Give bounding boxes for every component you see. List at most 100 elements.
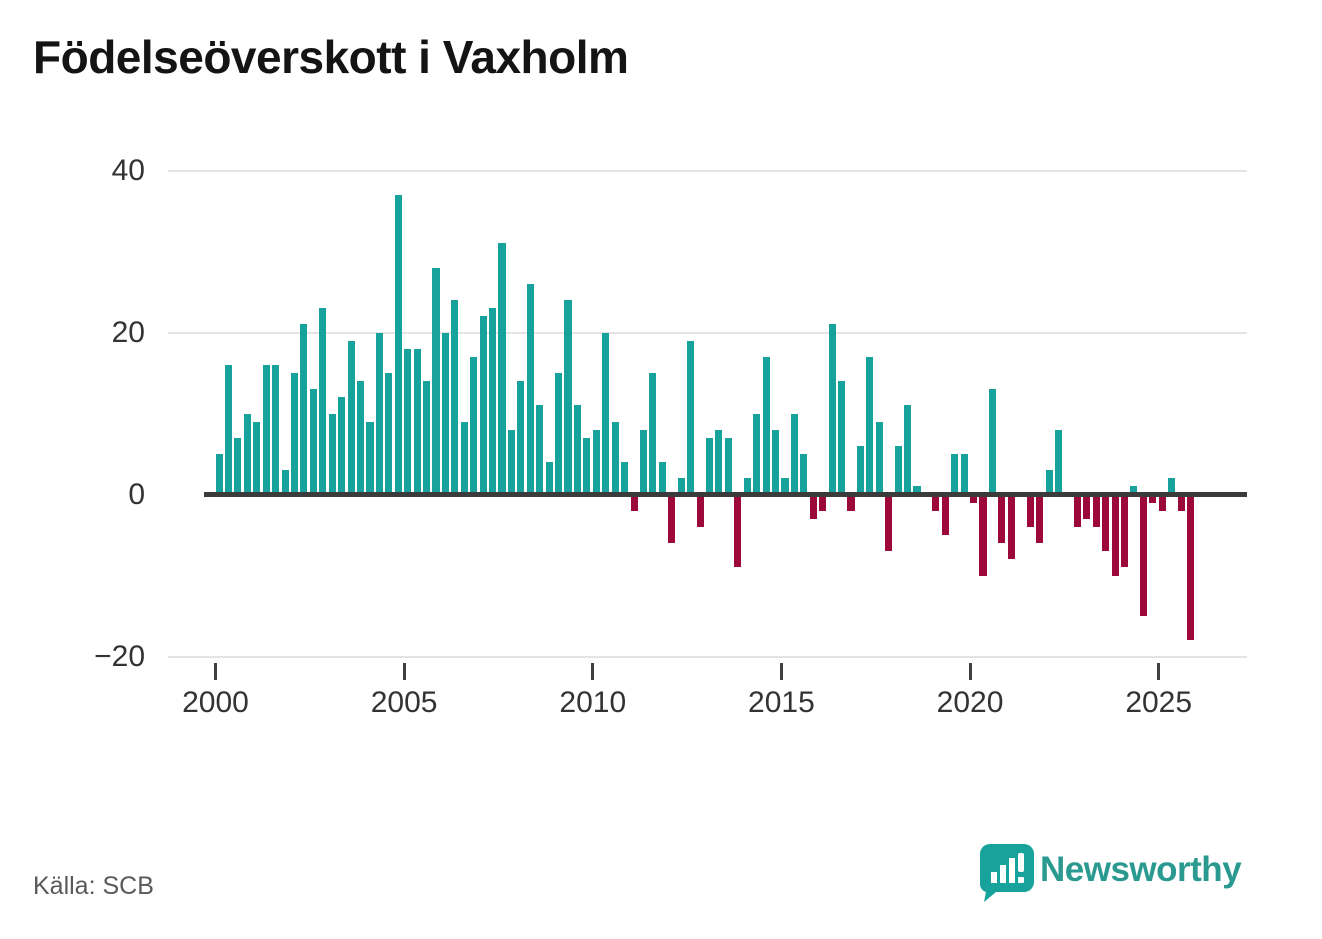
bar-2008-q1 — [517, 381, 525, 495]
bar-2016-q2 — [828, 324, 836, 495]
bar-2001-q2 — [262, 364, 270, 495]
bar-2013-q4 — [734, 494, 742, 568]
bar-2012-q4 — [696, 494, 704, 527]
bar-2012-q1 — [668, 494, 676, 544]
bar-2002-q1 — [290, 373, 299, 495]
bar-2014-q4 — [771, 429, 780, 495]
gridline-y20 — [168, 331, 1247, 334]
newsworthy-logo-text: Newsworthy — [1040, 850, 1242, 889]
bar-2003-q1 — [328, 413, 336, 495]
bar-2012-q2 — [677, 478, 685, 495]
bar-2015-q1 — [781, 478, 789, 495]
bar-2007-q3 — [498, 243, 506, 495]
bar-2005-q3 — [423, 381, 431, 495]
bar-2018-q3 — [913, 486, 921, 495]
bar-2008-q2 — [526, 283, 534, 495]
x-axis-tick-2000 — [214, 663, 217, 680]
bar-2009-q2 — [564, 300, 572, 495]
x-axis-label-2020: 2020 — [936, 686, 1004, 719]
bar-2005-q4 — [432, 267, 440, 495]
bar-2023-q4 — [1111, 494, 1119, 576]
bar-2024-q3 — [1139, 494, 1147, 616]
source-note: Källa: SCB — [33, 872, 154, 900]
bar-2017-q4 — [885, 494, 893, 552]
x-axis-label-2000: 2000 — [182, 686, 249, 719]
bar-2025-q2 — [1168, 478, 1176, 495]
bar-2020-q4 — [998, 494, 1006, 544]
bar-2010-q4 — [621, 462, 629, 495]
bar-2010-q1 — [592, 429, 600, 495]
x-axis-tick-2020 — [968, 663, 972, 680]
bar-2000-q4 — [243, 413, 251, 495]
x-axis-label-2015: 2015 — [748, 686, 815, 719]
bar-2019-q4 — [960, 454, 968, 495]
bar-2007-q4 — [507, 429, 515, 495]
gridline-y-20 — [168, 655, 1247, 658]
logo-exclamation-dot — [1018, 877, 1024, 883]
bar-2000-q1 — [215, 454, 223, 495]
bar-2006-q4 — [470, 356, 478, 495]
bar-2007-q2 — [489, 308, 497, 495]
bar-2009-q1 — [555, 373, 563, 495]
bar-2003-q4 — [356, 381, 365, 495]
bar-2018-q1 — [894, 445, 902, 495]
logo-exclamation-stem — [1018, 853, 1024, 872]
bar-2015-q3 — [800, 454, 808, 495]
bar-2006-q2 — [451, 300, 459, 495]
bar-2011-q4 — [658, 462, 666, 495]
bar-2009-q4 — [583, 437, 591, 495]
newsworthy-logo-icon — [979, 844, 1034, 902]
bar-2010-q2 — [602, 332, 610, 495]
bar-2004-q1 — [366, 421, 374, 495]
bar-2022-q2 — [1054, 429, 1063, 495]
bar-2017-q2 — [866, 356, 874, 495]
x-axis-label-2010: 2010 — [559, 686, 627, 719]
gridline-y40 — [168, 169, 1247, 172]
bar-2008-q4 — [545, 462, 553, 495]
newsworthy-logo: Newsworthy — [979, 844, 1300, 904]
x-axis-tick-2005 — [402, 663, 406, 680]
bar-2016-q4 — [847, 494, 855, 511]
bar-2023-q3 — [1102, 494, 1110, 552]
bar-2005-q1 — [404, 348, 412, 495]
bar-2017-q1 — [856, 445, 864, 495]
bar-2016-q3 — [838, 381, 846, 495]
bar-2014-q1 — [743, 478, 751, 495]
bar-2002-q3 — [309, 389, 317, 495]
bar-2000-q2 — [224, 364, 233, 495]
bar-2001-q4 — [281, 470, 289, 495]
chart-title: Födelseöverskott i Vaxholm — [33, 31, 629, 83]
y-axis-label-20: 20 — [111, 315, 145, 349]
bar-2020-q2 — [979, 494, 987, 576]
bar-2014-q3 — [762, 356, 770, 495]
x-axis-tick-2025 — [1157, 663, 1161, 680]
bar-2020-q3 — [988, 389, 996, 495]
bar-2003-q3 — [347, 340, 355, 495]
bar-2005-q2 — [413, 348, 421, 495]
bar-2003-q2 — [338, 397, 346, 495]
bar-2022-q4 — [1073, 494, 1081, 527]
bar-2011-q1 — [630, 494, 638, 511]
bar-2000-q3 — [234, 437, 242, 495]
bar-2011-q2 — [639, 429, 648, 495]
bar-2011-q3 — [649, 373, 657, 495]
bar-2020-q1 — [970, 494, 978, 503]
bar-2017-q3 — [875, 421, 883, 495]
x-axis-label-2025: 2025 — [1125, 686, 1193, 719]
bar-2019-q2 — [941, 494, 949, 535]
bar-2001-q3 — [272, 364, 280, 495]
y-axis-label--20: −20 — [94, 639, 145, 673]
bar-2004-q2 — [375, 332, 383, 495]
bar-2019-q1 — [932, 494, 940, 511]
logo-bar-3 — [1009, 858, 1015, 883]
bar-2021-q4 — [1036, 494, 1044, 544]
bar-2001-q1 — [253, 421, 261, 495]
bar-2025-q4 — [1187, 494, 1195, 641]
x-axis-zero-line — [204, 492, 1247, 497]
bar-2022-q1 — [1045, 470, 1053, 495]
y-axis-label-40: 40 — [111, 153, 145, 187]
bar-2014-q2 — [753, 413, 761, 495]
bar-2025-q1 — [1158, 494, 1166, 511]
logo-bar-1 — [991, 872, 997, 883]
bar-2023-q2 — [1092, 494, 1100, 527]
